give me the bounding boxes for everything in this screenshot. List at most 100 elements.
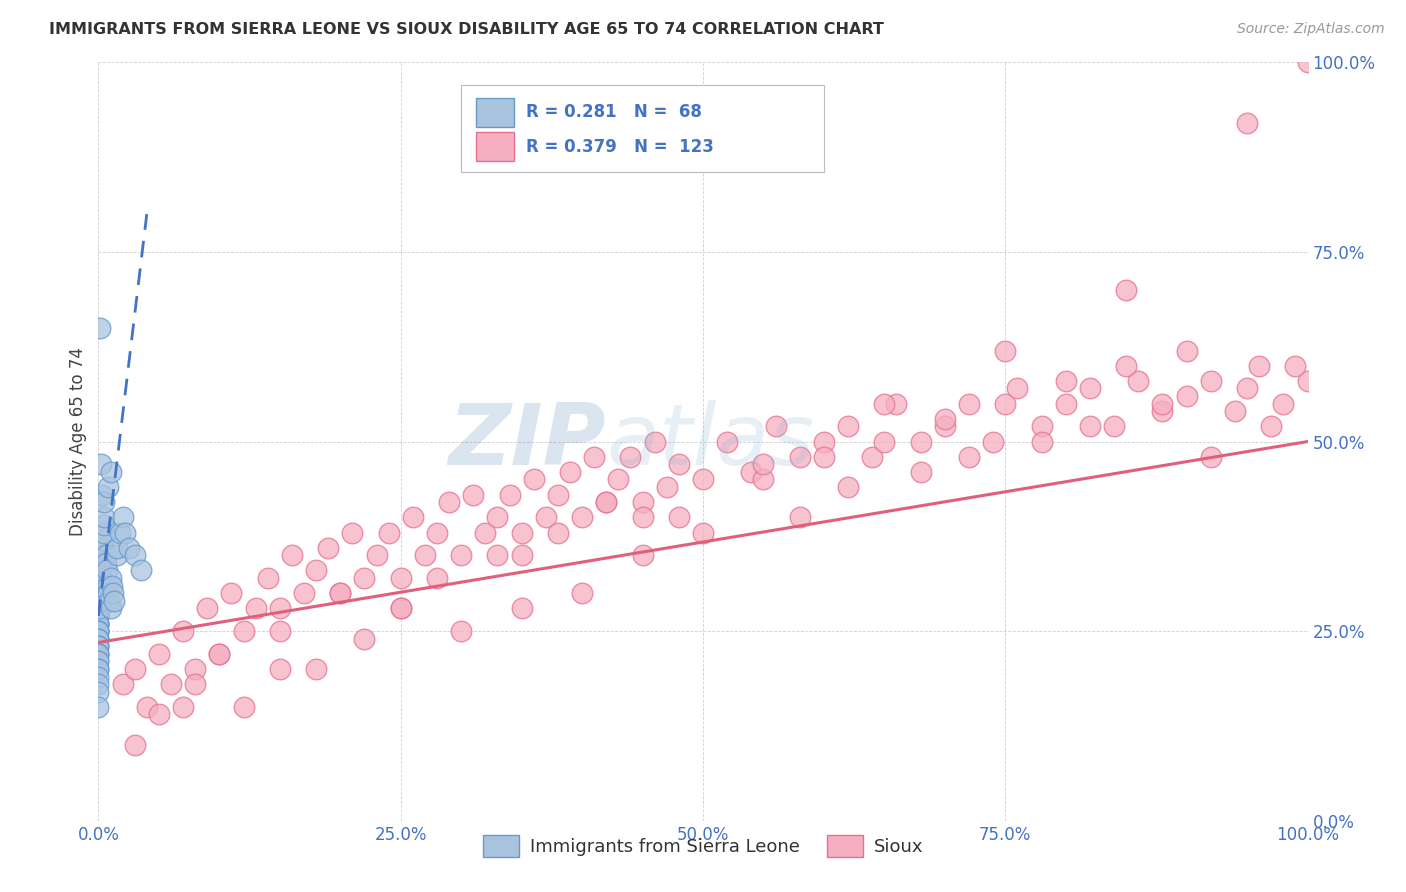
Point [1296,55,1319,70]
Point [437,495,460,509]
Point [100,601,122,615]
Point [910,434,932,449]
Point [87,677,110,691]
Point [716,434,738,449]
Point [1078,419,1101,434]
Point [87,655,110,669]
Point [269,624,291,639]
Point [100,465,122,479]
Point [1199,374,1222,388]
Point [135,699,157,714]
Point [292,586,315,600]
Point [93,495,115,509]
Point [94,548,117,563]
Text: IMMIGRANTS FROM SIERRA LEONE VS SIOUX DISABILITY AGE 65 TO 74 CORRELATION CHART: IMMIGRANTS FROM SIERRA LEONE VS SIOUX DI… [49,22,884,37]
Point [105,541,128,555]
Point [1102,419,1125,434]
Point [129,564,152,578]
Point [124,662,146,676]
Point [873,396,896,410]
Point [316,541,339,555]
Point [1115,359,1137,373]
Point [571,586,593,600]
Point [486,510,509,524]
Point [994,343,1017,358]
Point [619,450,641,464]
Point [89,320,111,334]
Point [87,608,110,623]
Point [87,655,110,669]
Point [108,525,131,540]
Point [184,662,207,676]
Point [1272,396,1295,410]
Point [93,517,115,532]
Point [607,473,630,487]
Point [1054,374,1077,388]
Point [873,434,896,449]
Point [342,525,364,540]
Point [1236,116,1258,130]
Point [813,434,835,449]
Point [90,571,112,585]
Point [90,564,112,578]
Point [87,608,110,623]
Point [97,586,120,600]
Point [450,548,472,563]
Point [668,510,690,524]
Point [740,465,762,479]
Point [426,571,449,585]
Point [595,495,617,509]
Point [111,510,134,524]
Point [90,579,112,593]
Point [96,564,118,578]
Point [91,533,114,548]
Point [184,677,207,691]
Point [245,601,267,615]
Point [1152,396,1174,410]
Point [752,473,775,487]
Point [353,571,375,585]
Point [547,487,569,501]
Point [1054,396,1077,410]
Point [305,662,328,676]
Point [100,571,122,585]
Point [87,699,110,714]
Point [195,601,218,615]
Point [934,419,956,434]
Point [89,594,111,608]
Point [269,601,291,615]
Point [558,465,581,479]
Point [87,616,110,631]
Point [692,525,714,540]
Point [89,586,111,600]
Point [1078,382,1101,396]
Point [1031,419,1053,434]
Point [377,525,399,540]
Point [87,647,110,661]
Point [571,510,593,524]
Point [208,647,231,661]
Point [595,495,617,509]
Point [87,632,110,646]
Point [1031,434,1053,449]
Text: ZIP: ZIP [449,400,606,483]
Point [97,579,120,593]
Point [87,624,110,639]
Point [87,662,110,676]
Point [1175,343,1198,358]
Point [87,662,110,676]
Point [668,458,690,472]
Point [98,594,121,608]
Point [256,571,278,585]
Point [1296,374,1319,388]
Point [1223,404,1246,418]
Point [87,639,110,653]
Point [89,601,111,615]
Point [510,525,533,540]
Point [547,525,569,540]
Point [789,510,811,524]
Point [583,450,606,464]
Point [87,616,110,631]
Point [148,707,170,722]
Point [87,647,110,661]
